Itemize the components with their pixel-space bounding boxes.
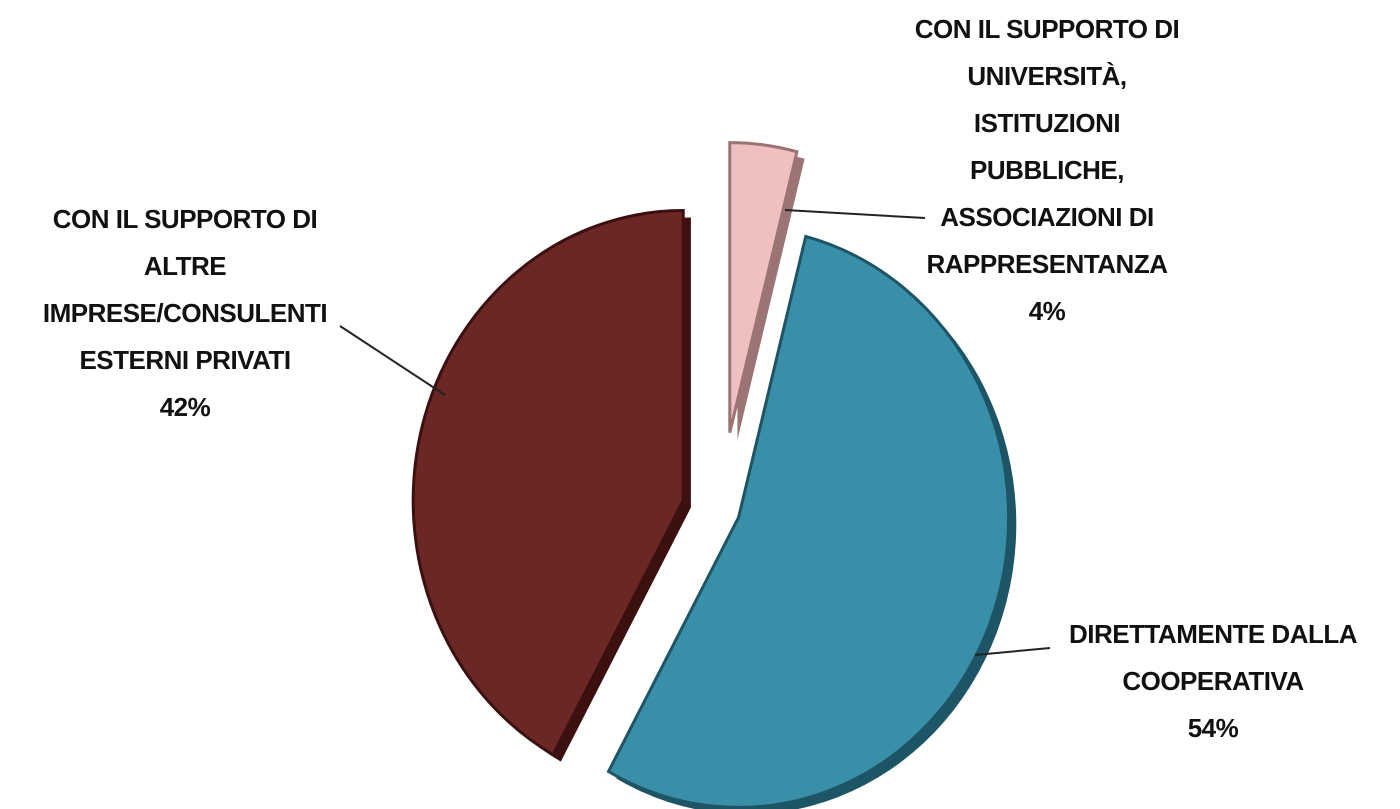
slice-universita-istituzioni xyxy=(728,141,799,433)
label-line: ESTERNI PRIVATI xyxy=(79,345,290,375)
label-line: CON IL SUPPORTO DI xyxy=(915,14,1180,44)
slice-altre-imprese-label: CON IL SUPPORTO DI ALTRE IMPRESE/CONSULENT… xyxy=(43,204,327,422)
label-line: UNIVERSITÀ, xyxy=(967,61,1126,91)
label-line: PUBBLICHE, xyxy=(970,155,1124,185)
slice-direttamente-cooperativa-leader-line xyxy=(974,647,1051,656)
label-line: DIRETTAMENTE DALLA xyxy=(1069,619,1358,649)
percent-label: 42% xyxy=(160,392,211,422)
label-line: ISTITUZIONI xyxy=(974,108,1120,138)
slice-altre-imprese xyxy=(411,209,685,757)
slice-altre-imprese-leader-line xyxy=(339,325,446,396)
slice-direttamente-cooperativa-label: DIRETTAMENTE DALLA COOPERATIVA 54% xyxy=(1069,619,1358,743)
label-line: RAPPRESENTANZA xyxy=(927,249,1169,279)
label-line: CON IL SUPPORTO DI xyxy=(53,204,318,234)
slice-universita-istituzioni-leader-line xyxy=(784,209,926,219)
label-line: ASSOCIAZIONI DI xyxy=(940,202,1154,232)
label-line: COOPERATIVA xyxy=(1122,666,1304,696)
percent-label: 4% xyxy=(1029,296,1066,326)
percent-label: 54% xyxy=(1188,713,1239,743)
slice-direttamente-cooperativa xyxy=(606,234,1011,809)
label-line: ALTRE xyxy=(144,251,226,281)
label-line: IMPRESE/CONSULENTI xyxy=(43,298,327,328)
slice-universita-istituzioni-label: CON IL SUPPORTO DI UNIVERSITÀ, ISTITUZIONI… xyxy=(915,14,1180,326)
